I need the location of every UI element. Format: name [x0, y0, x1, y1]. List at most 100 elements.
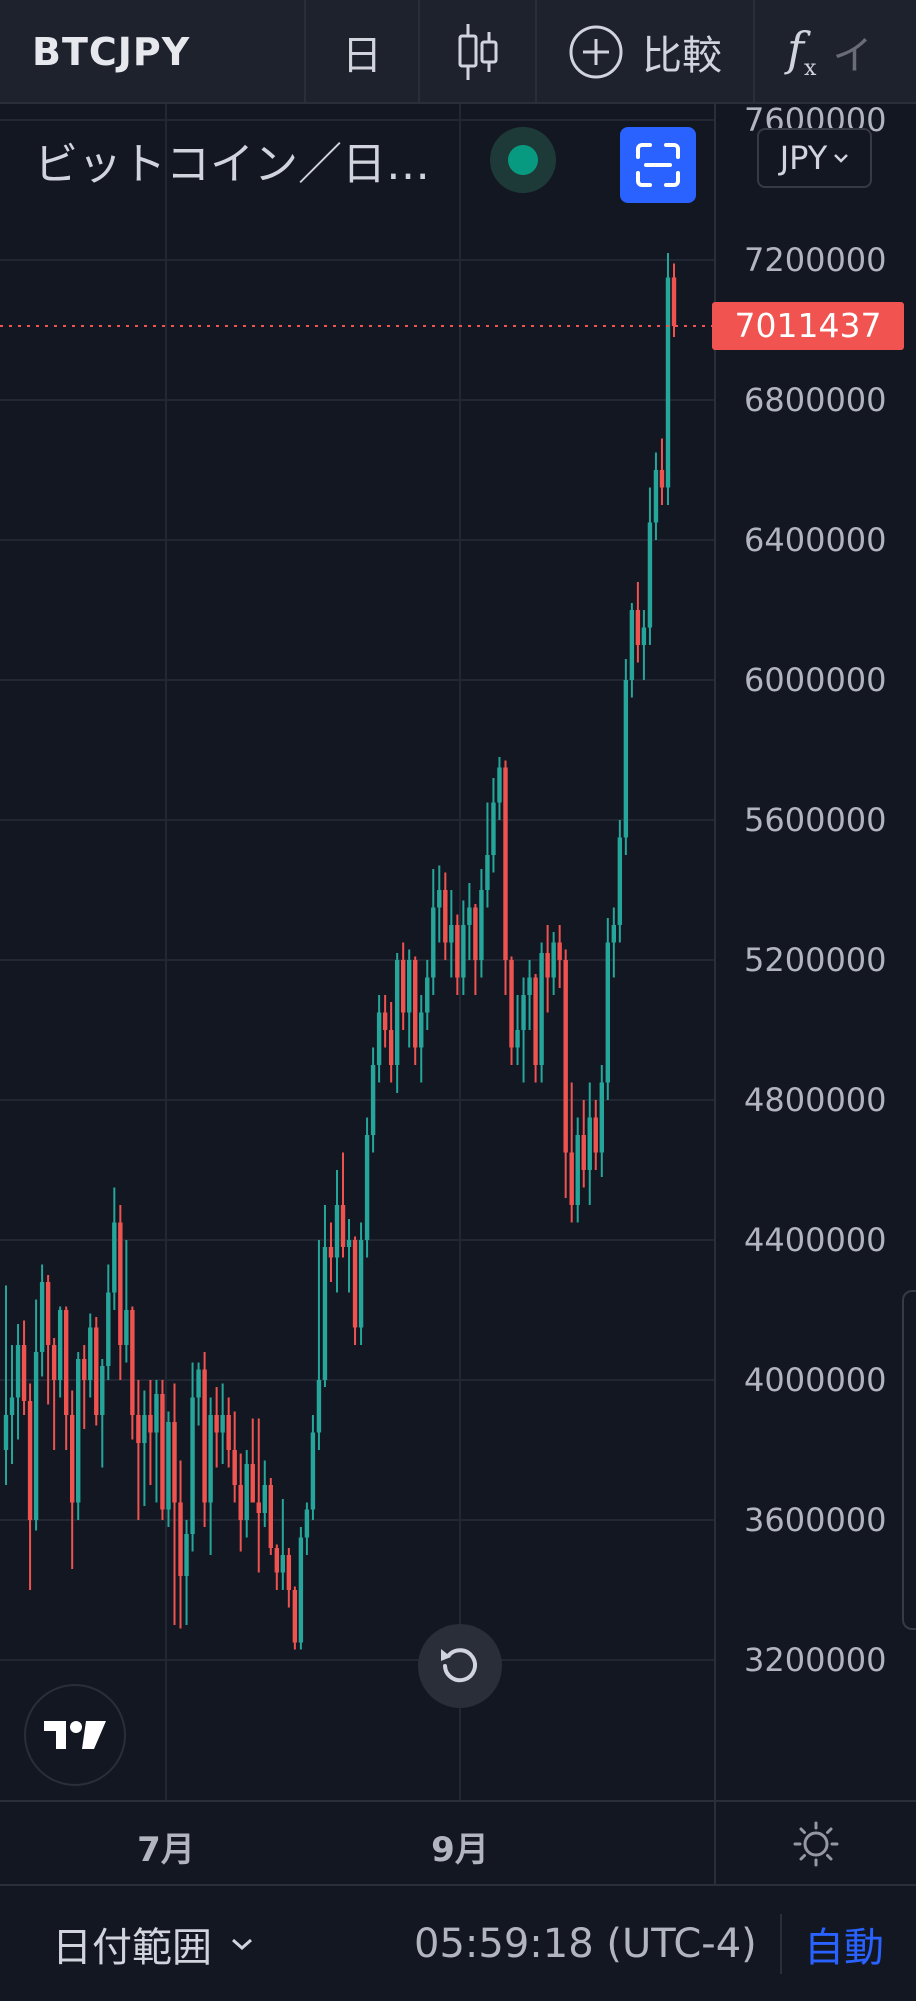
chevron-down-icon — [834, 154, 849, 163]
candle-body — [539, 953, 544, 1065]
candle-body — [232, 1450, 237, 1485]
market-open-dot — [508, 145, 538, 175]
compare-button[interactable]: 比較 — [537, 0, 755, 104]
candle-body — [491, 802, 496, 855]
chart-settings-button[interactable] — [714, 1802, 916, 1886]
rotate-icon — [441, 1648, 477, 1683]
clock-timezone[interactable]: 05:59:18 (UTC-4) — [414, 1920, 757, 1967]
candle-body — [88, 1327, 93, 1380]
candle-body — [623, 680, 629, 838]
currency-label: JPY — [779, 139, 828, 177]
candle-body — [172, 1422, 177, 1503]
candle-body — [569, 1152, 574, 1205]
candle-body — [431, 907, 436, 978]
candle-body — [214, 1415, 219, 1433]
candle-body — [509, 960, 514, 1048]
series-legend-title[interactable]: ビットコイン／日… — [34, 139, 430, 190]
candle-body — [45, 1282, 51, 1345]
candle-body — [533, 977, 538, 1065]
candle-body — [425, 977, 430, 1013]
candle-body — [605, 942, 611, 1083]
currency-selector[interactable]: JPY — [757, 128, 872, 188]
candle-body — [196, 1369, 201, 1398]
candle-body — [9, 1397, 15, 1415]
top-toolbar: BTCJPY 日 比較 fx イ — [0, 0, 916, 104]
candle-body — [599, 1082, 604, 1153]
candle-body — [671, 277, 677, 326]
price-tick-label: 6800000 — [744, 381, 887, 419]
candle-body — [551, 942, 556, 978]
price-tick-label: 4400000 — [744, 1221, 887, 1259]
tradingview-logo[interactable] — [24, 1684, 126, 1786]
price-axis[interactable] — [714, 104, 916, 1800]
candle-body — [473, 907, 478, 960]
candle-body — [641, 627, 647, 645]
candle-body — [154, 1394, 159, 1433]
price-tick-label: 5600000 — [744, 801, 887, 839]
time-axis[interactable]: 7月 9月 — [0, 1800, 916, 1886]
candle-body — [563, 960, 568, 1153]
candle-body — [130, 1310, 135, 1415]
candle-body — [413, 960, 418, 1048]
candle-body — [575, 1135, 580, 1205]
symbol-search-button[interactable]: BTCJPY — [0, 0, 306, 104]
candle-body — [358, 1240, 364, 1328]
candle-body — [328, 1247, 334, 1258]
candle-body — [63, 1310, 69, 1415]
auto-scale-button[interactable]: 自動 — [804, 1924, 884, 1971]
candle-body — [322, 1247, 328, 1380]
reset-chart-button[interactable] — [418, 1624, 502, 1708]
candle-body — [635, 610, 641, 645]
market-status-indicator[interactable] — [490, 127, 556, 193]
sun-gear-icon — [793, 1821, 839, 1867]
side-drawer-handle[interactable] — [902, 1290, 916, 1630]
candle-body — [653, 470, 659, 523]
candle-body — [21, 1345, 27, 1401]
candle-body — [388, 1030, 394, 1065]
chart-style-button[interactable] — [420, 0, 537, 104]
price-tick-label: 3200000 — [744, 1641, 887, 1679]
candle-body — [148, 1415, 153, 1433]
candle-body — [166, 1422, 171, 1510]
candle-body — [455, 925, 460, 978]
time-label: 7月 — [137, 1830, 195, 1870]
candle-body — [292, 1590, 298, 1643]
fullscreen-icon — [636, 143, 680, 187]
plus-circle-icon — [569, 25, 623, 79]
price-tick-label: 6000000 — [744, 661, 887, 699]
candle-body — [419, 1012, 424, 1048]
candle-body — [587, 1117, 592, 1170]
interval-label: 日 — [342, 33, 382, 79]
candle-body — [27, 1401, 33, 1520]
candle-body — [39, 1282, 45, 1352]
candle-body — [118, 1222, 123, 1345]
candle-body — [15, 1345, 21, 1398]
indicators-label: イ — [832, 33, 873, 79]
candle-body — [340, 1205, 346, 1247]
price-tick-label: 7200000 — [744, 241, 887, 279]
candle-body — [394, 960, 400, 1065]
candle-body — [262, 1485, 267, 1513]
function-icon: fx — [787, 22, 817, 82]
candle-body — [3, 1415, 9, 1450]
candle-body — [136, 1415, 141, 1443]
candle-body — [617, 837, 623, 925]
candle-body — [629, 610, 635, 680]
candle-body — [449, 925, 454, 943]
candle-body — [244, 1464, 249, 1520]
candle-body — [346, 1240, 352, 1247]
divider — [780, 1914, 782, 1974]
candle-body — [665, 277, 671, 488]
candle-body — [190, 1397, 195, 1534]
time-label: 9月 — [431, 1830, 489, 1870]
candle-body — [334, 1205, 340, 1258]
interval-button[interactable]: 日 — [306, 0, 420, 104]
candle-body — [647, 522, 653, 628]
indicators-button[interactable]: fx イ — [755, 0, 916, 104]
candle-body — [382, 1012, 388, 1030]
candle-body — [94, 1327, 99, 1415]
fullscreen-button[interactable] — [620, 127, 696, 203]
candle-body — [611, 925, 617, 943]
candle-body — [593, 1117, 598, 1153]
date-range-button[interactable]: 日付範囲 — [52, 1886, 254, 2001]
